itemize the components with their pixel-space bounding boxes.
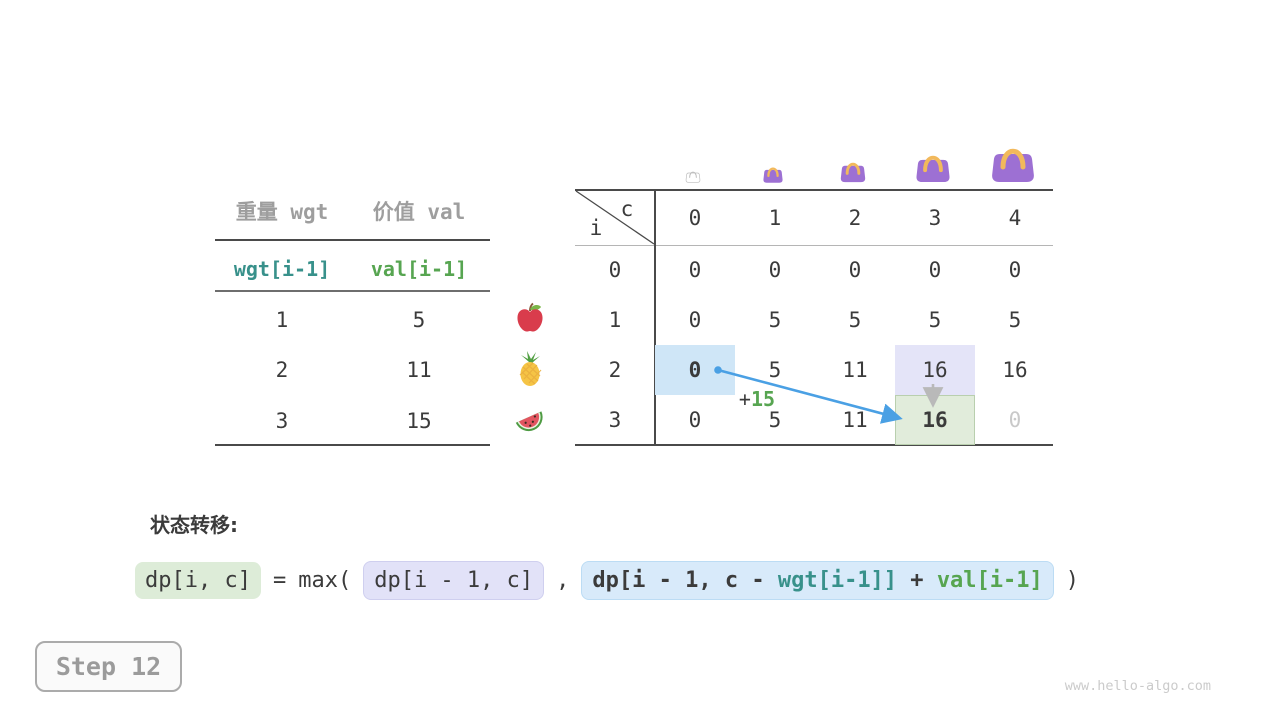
dp-col-label: 2 [848,205,862,230]
dp-cell-r0-c1: 0 [768,258,782,282]
bag-medium-icon [840,162,866,183]
dp-row-labels: 0 1 2 3 [575,245,655,445]
formula-lhs-box: dp[i, c] [135,561,261,599]
dp-row-label: 2 [608,358,622,382]
dp-table-rule-top [575,189,1053,191]
dp-col-label: 1 [768,205,782,230]
item-row-wgt: 3 [275,409,289,433]
step-badge: Step 12 [35,641,182,692]
dp-cell-r0-c4: 0 [1008,258,1022,282]
item-row-val: 5 [412,308,426,332]
dp-cell-r1-c1: 5 [768,308,782,332]
dp-cell-r1-c2: 5 [848,308,862,332]
formula-option2-box: dp[i - 1, c - wgt[i-1]] + val[i-1] [581,560,1054,600]
bag-small-icon [763,167,783,183]
dp-cell-r1-c0: 0 [688,308,702,332]
dp-cell-r3-c4-dimmed: 0 [1008,408,1022,432]
dp-cell-r2-c0-source: 0 [655,345,735,395]
annotation-value: 15 [750,387,776,411]
transition-formula: dp[i, c] = max( dp[i - 1, c] , dp[i - 1,… [135,558,1079,602]
dp-cell-r1-c4: 5 [1008,308,1022,332]
dp-cell-r3-c2: 11 [842,408,868,432]
formula-option2-plus: + [897,567,937,593]
formula-option2-wgt: wgt[i-1]] [777,567,898,593]
site-watermark: www.hello-algo.com [1064,678,1211,694]
dp-corner-col-var: c [620,197,634,221]
bag-empty-icon [685,171,701,183]
annotation-plus: + [738,387,751,411]
dp-column-labels: 0 1 2 3 4 [655,190,1055,245]
apple-icon [517,302,543,332]
dp-cell-r0-c2: 0 [848,258,862,282]
dp-col-label: 0 [688,205,702,230]
watermelon-icon [515,411,543,432]
formula-option1-box: dp[i - 1, c] [363,560,545,600]
dp-row-label: 1 [608,308,622,332]
item-row-val: 15 [406,409,432,433]
formula-max-open: max( [298,567,352,593]
items-header-val: 价值 val [372,200,466,224]
dp-table-cells: 0 0 0 0 0 0 5 5 5 5 0 5 11 16 16 0 5 11 … [655,245,1055,445]
transition-annotation: +15 [739,387,775,411]
dp-corner-row-var: i [589,216,603,240]
bag-large-icon [916,155,950,183]
dp-corner-diagonal [575,190,655,245]
transition-title: 状态转移: [150,513,238,537]
dp-cell-r3-c0: 0 [688,408,702,432]
items-table-rule-mid [215,290,490,292]
dp-table-rule-bottom [575,444,1053,446]
dp-cell-r0-c3: 0 [928,258,942,282]
pineapple-icon [519,351,542,386]
dp-col-label: 4 [1008,205,1022,230]
item-row-wgt: 1 [275,308,289,332]
formula-comma: , [556,567,570,593]
dp-table-rule-header [575,244,1053,246]
formula-option2-dp: dp[i - 1, c - [592,567,778,593]
items-header-wgt: 重量 wgt [235,200,329,224]
formula-close-paren: ) [1065,567,1080,593]
bag-xlarge-icon [992,148,1034,182]
dp-cell-r2-c2: 11 [842,358,868,382]
dp-row-label: 0 [608,258,622,282]
dp-cell-r3-c3-current: 16 [895,395,975,445]
items-subheader-wgt: wgt[i-1] [233,257,331,281]
formula-equals: = [272,567,287,593]
items-subheader-val: val[i-1] [370,257,468,281]
dp-cell-r0-c0: 0 [688,258,702,282]
items-table-rule-top [215,239,490,241]
dp-cell-r2-c3-prev: 16 [895,345,975,395]
dp-cell-r1-c3: 5 [928,308,942,332]
dp-table-rule-vertical [654,189,656,446]
items-table-rule-bottom [215,444,490,446]
dp-cell-r2-c4: 16 [1002,358,1028,382]
formula-option2-val: val[i-1] [936,567,1043,593]
dp-col-label: 3 [928,205,942,230]
item-row-wgt: 2 [275,358,289,382]
dp-row-label: 3 [608,408,622,432]
item-row-val: 11 [406,358,432,382]
